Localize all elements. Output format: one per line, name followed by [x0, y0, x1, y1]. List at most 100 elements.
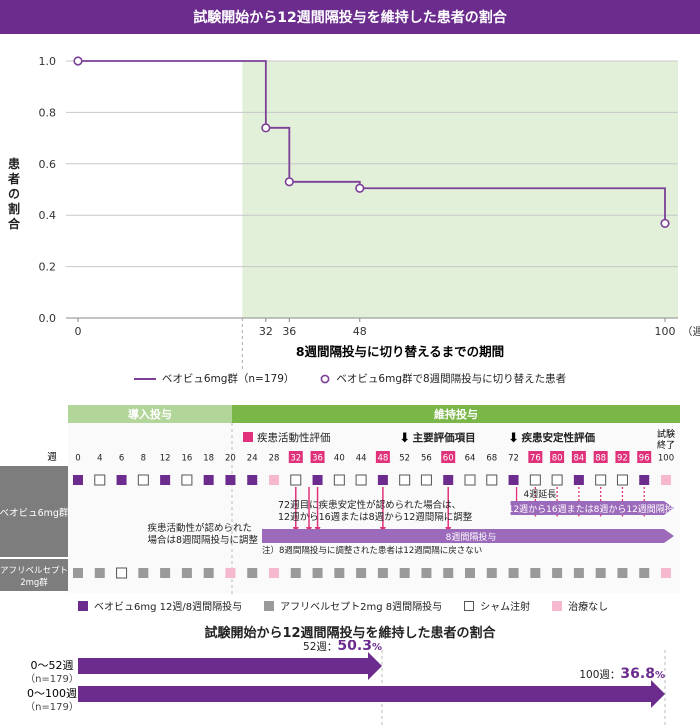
chart-title-banner: 試験開始から12週間隔投与を維持した患者の割合: [0, 0, 700, 34]
switch-marker: [261, 123, 271, 133]
row2-cell: [116, 567, 128, 579]
row1-cell: [73, 475, 83, 485]
row2-cell: [356, 568, 367, 578]
row1-cell: [181, 474, 193, 486]
row1-cell: [420, 474, 432, 486]
y-axis-label: 患者の割合: [7, 156, 21, 231]
row2-cell: [94, 568, 105, 578]
week-highlight: [615, 451, 630, 463]
row1-cell: [94, 474, 106, 486]
week-tick-label: 28: [269, 454, 280, 464]
row2-cell: [225, 568, 236, 578]
legend-aflibercept: アフリベルセプト2mg 8週間隔投与: [264, 598, 442, 613]
row1-cell: [529, 474, 541, 486]
week-tick-label: 80: [552, 454, 563, 464]
row2-label-2: 2mg群: [20, 577, 48, 588]
week-tick-label: 64: [465, 454, 476, 464]
row1-cell: [551, 474, 563, 486]
note-activity: 疾患活動性が認められた: [147, 522, 252, 534]
x-tick-label: 100: [655, 325, 676, 338]
week-tick-label: 88: [595, 454, 606, 464]
row2-cell: [421, 568, 432, 578]
row1-cell: [137, 474, 149, 486]
arrow-8-label: 8週間隔投与: [446, 531, 497, 543]
row1-cell: [312, 475, 323, 485]
week-tick-label: 100: [658, 454, 674, 464]
row2-cell: [595, 568, 606, 578]
week-tick-label: 24: [247, 454, 258, 464]
row1-cell: [399, 474, 411, 486]
row2-cell: [443, 568, 454, 578]
week-tick-label: 40: [334, 454, 345, 464]
x-tick-label: 32: [259, 325, 273, 338]
x-tick-label: 36: [282, 325, 296, 338]
summary-bar: [78, 652, 382, 680]
week-tick-label: 12: [160, 454, 171, 464]
switch-marker: [73, 56, 83, 66]
row2-cell: [552, 568, 563, 578]
note-72-2: 12週から16週または8週から12週間隔に調整: [278, 511, 473, 523]
ext-label: 4週延長: [524, 488, 557, 500]
y-tick-label: 0.2: [39, 261, 57, 274]
row2-cell: [203, 568, 214, 578]
disease-activity-label: 疾患活動性評価: [257, 431, 331, 444]
summary-bar-value: 52週：50.3%: [303, 640, 382, 654]
row1-cell: [269, 475, 279, 485]
week-tick-label: 92: [617, 454, 628, 464]
chart-title: 試験開始から12週間隔投与を維持した患者の割合: [193, 10, 507, 26]
row1-cell: [116, 475, 127, 485]
row2-label-box: [0, 559, 68, 591]
row1-cell: [486, 474, 498, 486]
y-tick-label: 0.4: [39, 209, 57, 222]
week-tick-label: 44: [356, 454, 367, 464]
row1-cell: [203, 475, 214, 485]
row2-cell: [617, 568, 628, 578]
summary-bar-label: 0〜100週: [27, 687, 77, 700]
row1-cell: [595, 474, 607, 486]
row2-cell: [334, 568, 345, 578]
row1-cell: [247, 475, 258, 485]
legend-line-label: ベオビュ6mg群（n=179）: [161, 373, 295, 385]
week-tick-label: 72: [508, 454, 519, 464]
stability-label: 疾患安定性評価: [522, 431, 596, 444]
row2-cell: [573, 568, 584, 578]
note-72: 72週目に疾患安定性が認められた場合は、: [278, 499, 461, 511]
legend-beovu: ベオビュ6mg 12週/8週間隔投与: [78, 598, 242, 613]
row2-cell: [290, 568, 301, 578]
week-tick-label: 76: [530, 454, 541, 464]
week-highlight: [310, 451, 325, 463]
row1-cell: [508, 475, 519, 485]
week-tick-label: 20: [225, 454, 236, 464]
primary-endpoint-label: 主要評価項目: [413, 431, 476, 444]
disease-activity-swatch: [243, 432, 253, 442]
row1-label-box: [0, 466, 68, 557]
week-highlight: [375, 451, 390, 463]
legend-sham: シャム注射: [464, 598, 530, 613]
week-tick-label: 56: [421, 454, 432, 464]
week-highlight: [288, 451, 303, 463]
week-highlight: [550, 451, 565, 463]
week-tick-label: 84: [573, 454, 584, 464]
row1-cell: [573, 475, 584, 485]
y-tick-label: 0.0: [39, 312, 57, 325]
week-highlight: [637, 451, 652, 463]
primary-arrow-icon: ⬇: [399, 431, 410, 446]
row2-cell: [465, 568, 475, 578]
schema-legend: ベオビュ6mg 12週/8週間隔投与 アフリベルセプト2mg 8週間隔投与 シャ…: [78, 598, 608, 613]
km-legend: ベオビュ6mg群（n=179） ベオビュ6mg群で8週間隔投与に切り替えた患者: [0, 371, 700, 386]
week-tick-label: 8: [141, 454, 146, 464]
row2-cell: [661, 568, 671, 578]
phase-induction-label: 導入投与: [128, 407, 172, 421]
row1-cell: [160, 475, 171, 485]
row2-cell: [73, 568, 83, 578]
week-highlight: [593, 451, 608, 463]
row1-cell: [661, 475, 671, 485]
summary-bar-n: （n=179）: [25, 701, 79, 713]
week-highlight: [571, 451, 586, 463]
row2-label: アフリベルセプト: [0, 566, 68, 576]
row1-cell: [355, 474, 367, 486]
legend-no-treatment: 治療なし: [552, 598, 608, 613]
legend-marker-label: ベオビュ6mg群で8週間隔投与に切り替えた患者: [336, 373, 567, 385]
row2-cell: [312, 568, 323, 578]
